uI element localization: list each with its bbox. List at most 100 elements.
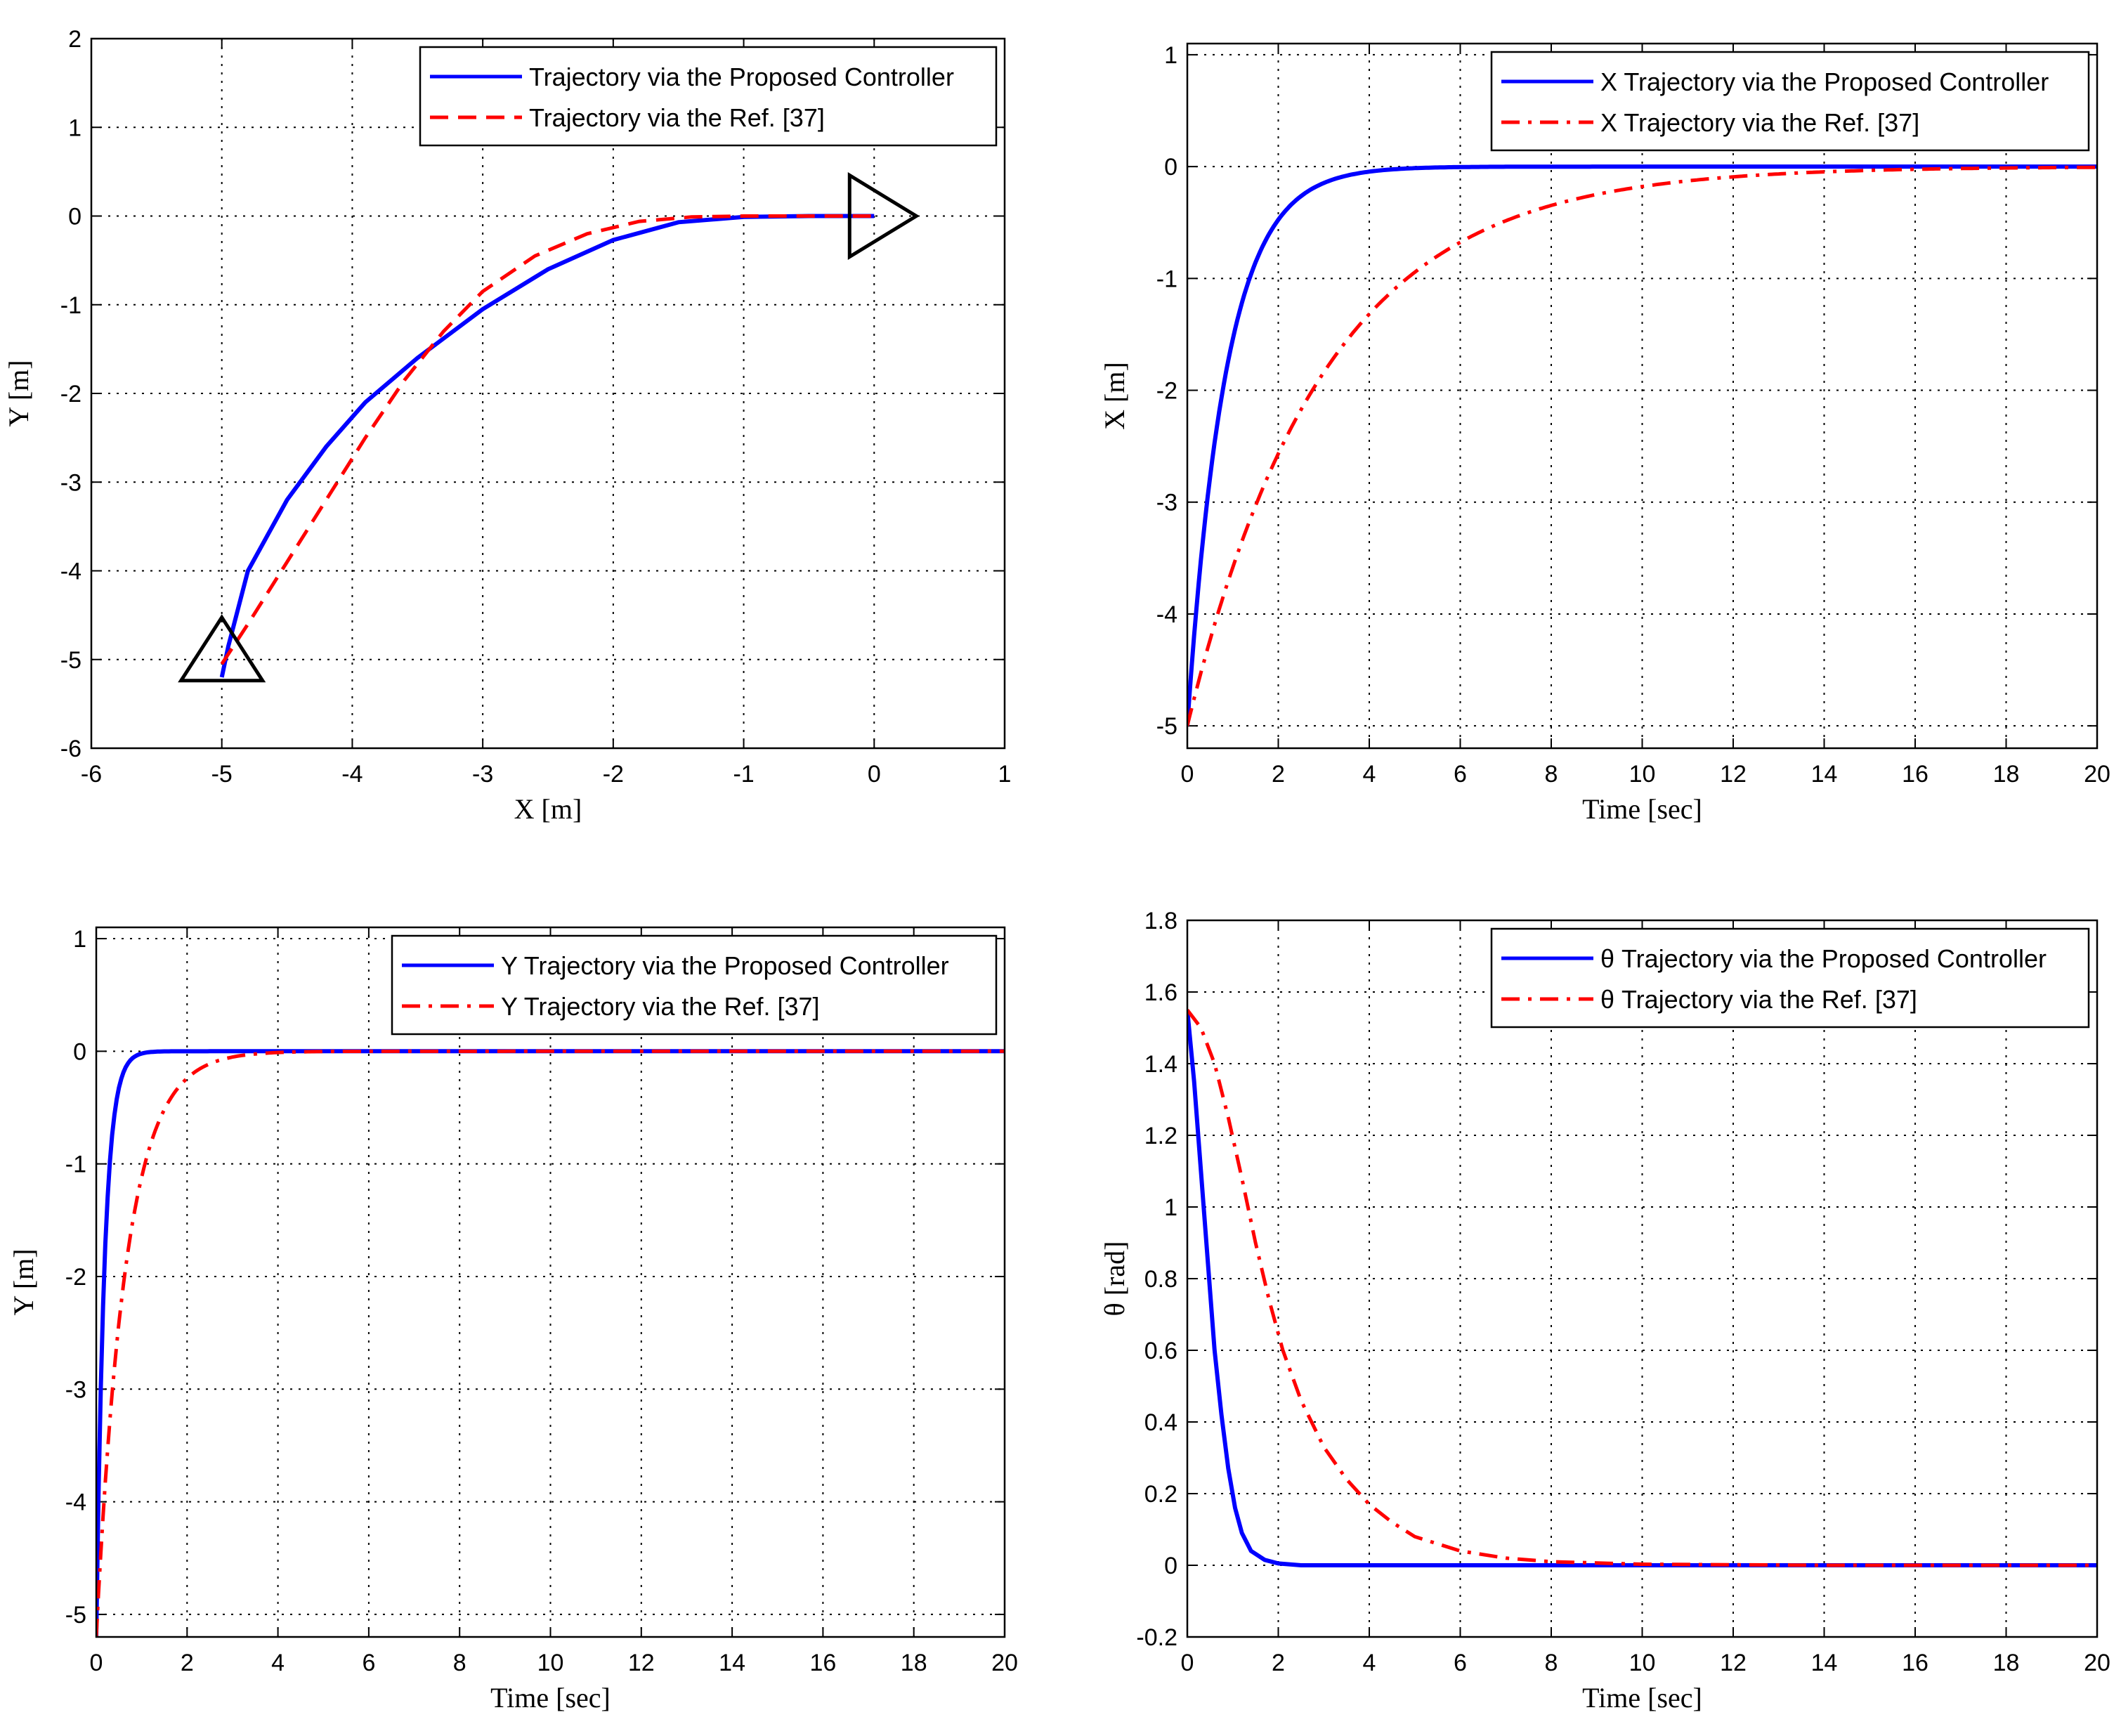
y-tick-label: 0	[1164, 154, 1177, 181]
x-tick-label: 10	[1629, 761, 1656, 788]
x-tick-label: 12	[1720, 761, 1747, 788]
x-tick-label: 4	[1363, 1650, 1376, 1676]
x-tick-label: 8	[1545, 1650, 1558, 1676]
start-triangle-marker	[178, 614, 266, 683]
y-axis-label: Y [m]	[3, 360, 34, 426]
plot-frame	[1186, 42, 2099, 750]
legend-entry-label: X Trajectory via the Ref. [37]	[1600, 108, 1919, 137]
y-tick-label: -2	[60, 381, 81, 407]
y-tick-label: 0	[1164, 1553, 1177, 1579]
x-tick-label: 6	[362, 1650, 375, 1676]
y-tick-label: -3	[1156, 490, 1177, 516]
y-tick-label: 1	[68, 115, 81, 141]
legend: Trajectory via the Proposed Controller Tr…	[419, 46, 998, 147]
y-tick-label: -1	[60, 292, 81, 319]
y-tick-label: 1	[73, 926, 86, 953]
y-tick-label: 0.4	[1144, 1409, 1177, 1436]
x-axis-label: Time [sec]	[490, 1682, 611, 1714]
x-tick-label: -6	[81, 761, 102, 788]
y-axis-label: X [m]	[1099, 362, 1130, 430]
y-tick-label: 1.6	[1144, 979, 1177, 1006]
plot-frame	[90, 37, 1006, 750]
series-line-proposed	[1187, 164, 2097, 726]
y-tick-label: -0.2	[1136, 1624, 1177, 1651]
x-tick-label: 20	[2084, 761, 2110, 788]
series-line-reference	[220, 214, 875, 665]
legend-box	[1490, 927, 2090, 1029]
x-tick-label: 18	[1993, 1650, 2020, 1676]
legend-entry-label: Y Trajectory via the Proposed Controller	[501, 951, 949, 980]
x-tick-label: -2	[603, 761, 624, 788]
x-tick-label: 0	[1181, 1650, 1194, 1676]
x-tick-label: 4	[1363, 761, 1376, 788]
x-tick-label: 4	[271, 1650, 285, 1676]
y-tick-label: -1	[1156, 266, 1177, 292]
legend-box	[419, 46, 998, 147]
y-tick-label: -5	[60, 647, 81, 674]
x-tick-label: 2	[1272, 1650, 1285, 1676]
y-axis-label: θ [rad]	[1099, 1241, 1130, 1317]
y-tick-label: -5	[65, 1602, 86, 1629]
y-tick-label: -2	[65, 1264, 86, 1291]
x-tick-label: 16	[809, 1650, 836, 1676]
legend-entry-label: Trajectory via the Proposed Controller	[529, 63, 954, 91]
legend-entry-label: Y Trajectory via the Ref. [37]	[501, 992, 820, 1021]
x-tick-label: 18	[901, 1650, 927, 1676]
series-line-reference	[96, 1049, 1005, 1637]
x-tick-label: -4	[341, 761, 363, 788]
x-tick-label: 1	[998, 761, 1012, 788]
y-tick-label: -2	[1156, 378, 1177, 405]
y-tick-label: -4	[65, 1489, 86, 1516]
legend-entry-label: X Trajectory via the Proposed Controller	[1600, 67, 2049, 96]
end-triangle-marker	[847, 172, 920, 260]
x-axis-label: Time [sec]	[1582, 1682, 1702, 1714]
y-tick-label: 2	[68, 26, 81, 53]
x-tick-label: 20	[2084, 1650, 2110, 1676]
x-tick-label: 8	[1545, 761, 1558, 788]
y-tick-label: -4	[1156, 601, 1177, 628]
x-tick-label: 16	[1902, 1650, 1929, 1676]
chart-1: -6 -5 -4 -3 -2 -1 0 1 2 1 0 -1 -2 -3 -4 -5 -6 X [m] Y [m] T…	[3, 26, 1011, 825]
x-tick-label: 14	[1811, 1650, 1838, 1676]
y-tick-label: 0.6	[1144, 1338, 1177, 1364]
x-tick-label: 6	[1454, 1650, 1467, 1676]
x-axis-label: Time [sec]	[1582, 793, 1702, 825]
x-tick-label: 10	[1629, 1650, 1656, 1676]
y-tick-label: -1	[65, 1151, 86, 1178]
x-tick-label: 0	[1181, 761, 1194, 788]
legend-entry-label: θ Trajectory via the Ref. [37]	[1600, 985, 1917, 1014]
plot-frame	[95, 926, 1006, 1638]
x-tick-label: -3	[472, 761, 493, 788]
y-tick-label: 0.2	[1144, 1481, 1177, 1508]
y-tick-label: -6	[60, 736, 81, 762]
x-tick-label: 18	[1993, 761, 2020, 788]
y-tick-label: 1.8	[1144, 908, 1177, 934]
y-tick-label: 1	[1164, 1194, 1177, 1221]
y-tick-label: -4	[60, 559, 81, 585]
legend: Y Trajectory via the Proposed Controller…	[391, 934, 998, 1036]
y-axis-label: Y [m]	[8, 1248, 39, 1315]
x-tick-label: -5	[211, 761, 233, 788]
y-tick-label: 0.8	[1144, 1266, 1177, 1293]
x-tick-label: 12	[628, 1650, 655, 1676]
x-tick-label: 14	[1811, 761, 1838, 788]
y-tick-label: -3	[60, 469, 81, 496]
y-tick-label: 0	[73, 1038, 86, 1065]
y-tick-label: -3	[65, 1376, 86, 1403]
x-tick-label: 0	[868, 761, 881, 788]
y-tick-label: 0	[68, 204, 81, 230]
x-tick-label: 20	[991, 1650, 1018, 1676]
legend-box	[1490, 51, 2090, 152]
x-tick-label: 12	[1720, 1650, 1747, 1676]
legend: θ Trajectory via the Proposed Controller…	[1490, 927, 2090, 1029]
chart-4: 0 2 4 6 8 10 12 14 16 18 20 1.8 1.6 1.4 1.2 1 0.8 0.6 0.4 0…	[1099, 908, 2110, 1714]
x-tick-label: 8	[453, 1650, 466, 1676]
x-tick-label: 0	[90, 1650, 103, 1676]
x-tick-label: 14	[719, 1650, 745, 1676]
y-tick-label: -5	[1156, 713, 1177, 740]
x-axis-label: X [m]	[514, 793, 582, 825]
y-tick-label: 1	[1164, 42, 1177, 69]
